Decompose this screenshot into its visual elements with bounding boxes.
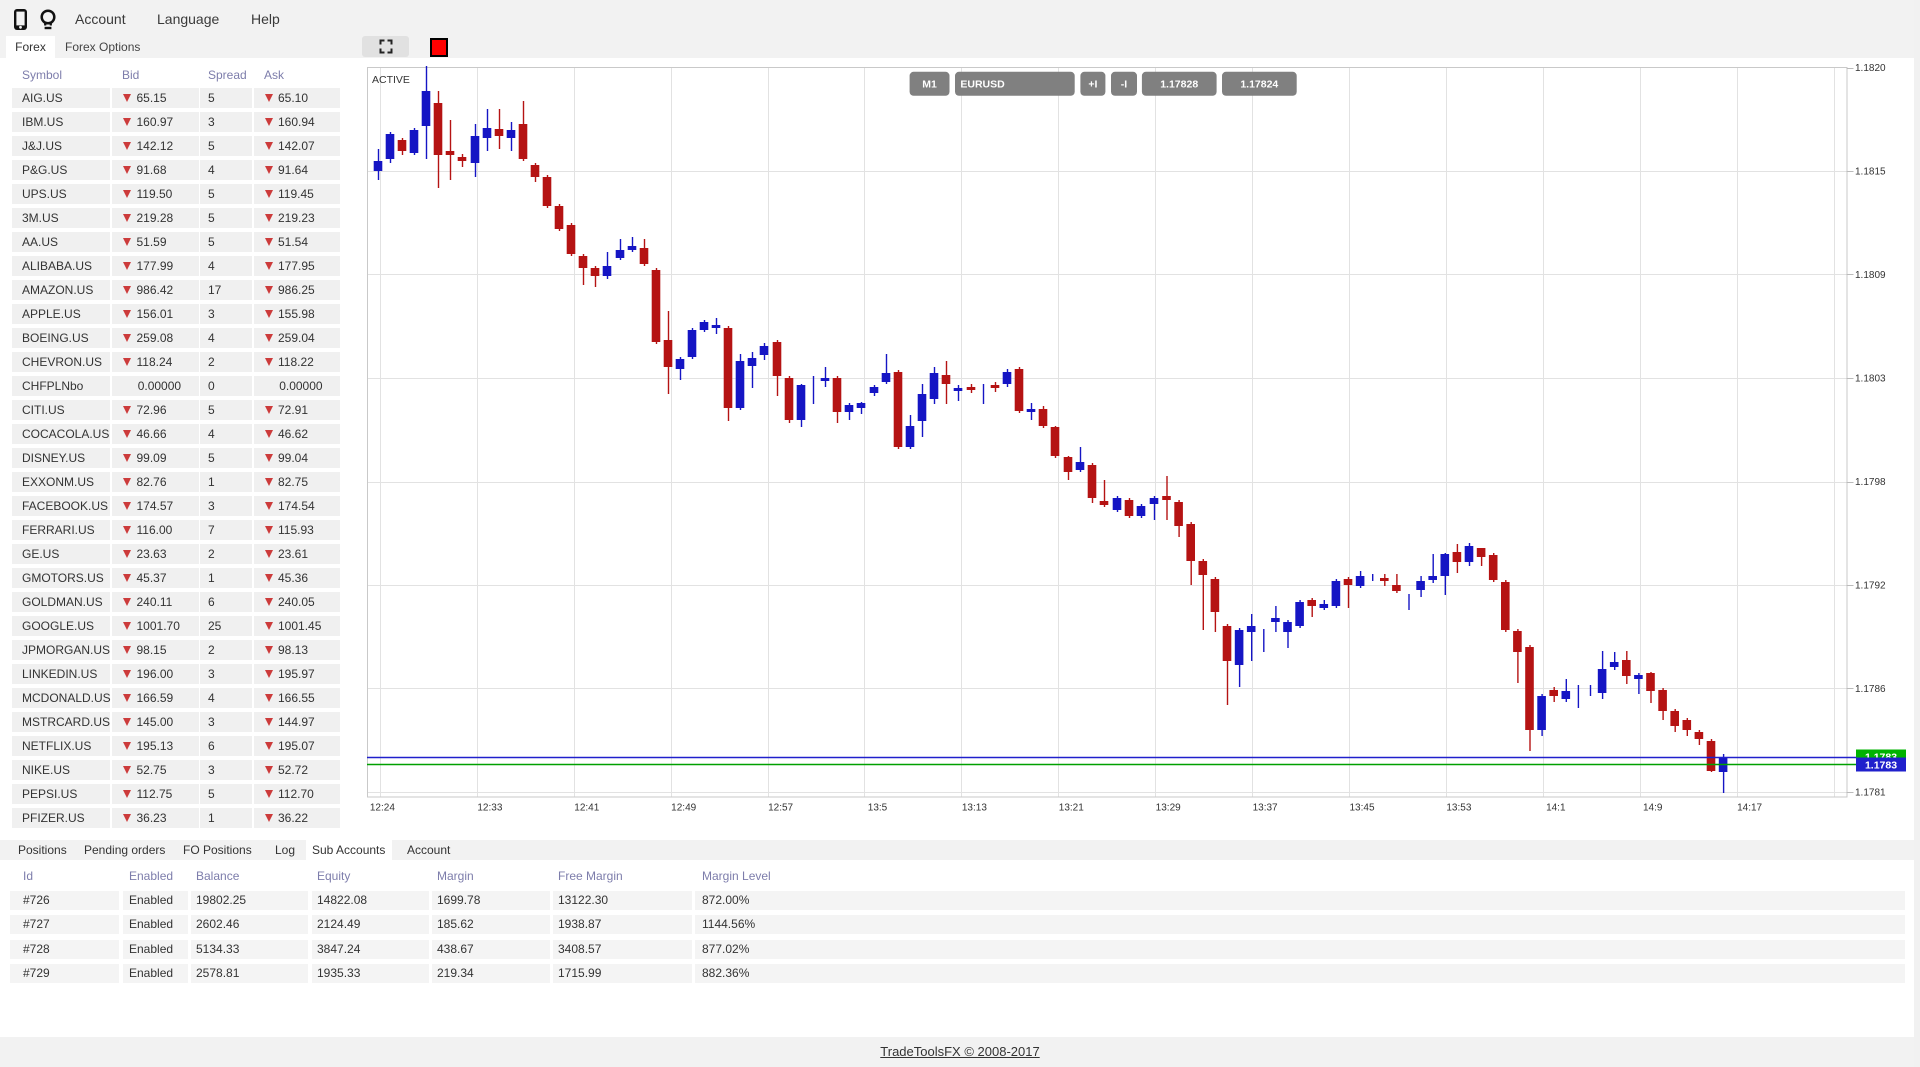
svg-text:M1: M1 [922,79,937,91]
svg-text:12:24: 12:24 [370,803,395,814]
svg-text:12:57: 12:57 [768,803,793,814]
svg-text:1.17828: 1.17828 [1160,79,1198,91]
svg-text:13:37: 13:37 [1253,803,1278,814]
svg-text:13:21: 13:21 [1059,803,1084,814]
svg-text:13:13: 13:13 [962,803,987,814]
svg-text:1.1820: 1.1820 [1855,63,1886,74]
svg-text:1.1809: 1.1809 [1855,270,1886,281]
svg-text:14:1: 14:1 [1546,803,1566,814]
svg-text:+I: +I [1088,79,1097,91]
svg-text:13:5: 13:5 [868,803,888,814]
svg-text:1.17824: 1.17824 [1240,79,1278,91]
svg-text:EURUSD: EURUSD [960,79,1005,91]
svg-text:14:9: 14:9 [1643,803,1663,814]
svg-text:13:45: 13:45 [1349,803,1374,814]
svg-text:1.1781: 1.1781 [1855,788,1886,799]
svg-text:1.1803: 1.1803 [1855,374,1886,385]
svg-text:1.1792: 1.1792 [1855,581,1886,592]
svg-text:-I: -I [1121,79,1127,91]
svg-text:1.1783: 1.1783 [1865,760,1897,772]
svg-text:ACTIVE: ACTIVE [372,74,410,86]
svg-text:1.1798: 1.1798 [1855,477,1886,488]
svg-text:1.1815: 1.1815 [1855,167,1886,178]
svg-text:13:29: 13:29 [1156,803,1181,814]
svg-text:12:49: 12:49 [671,803,696,814]
svg-text:12:41: 12:41 [574,803,599,814]
svg-text:13:53: 13:53 [1446,803,1471,814]
svg-text:12:33: 12:33 [477,803,502,814]
svg-text:1.1786: 1.1786 [1855,684,1886,695]
svg-text:14:17: 14:17 [1737,803,1762,814]
